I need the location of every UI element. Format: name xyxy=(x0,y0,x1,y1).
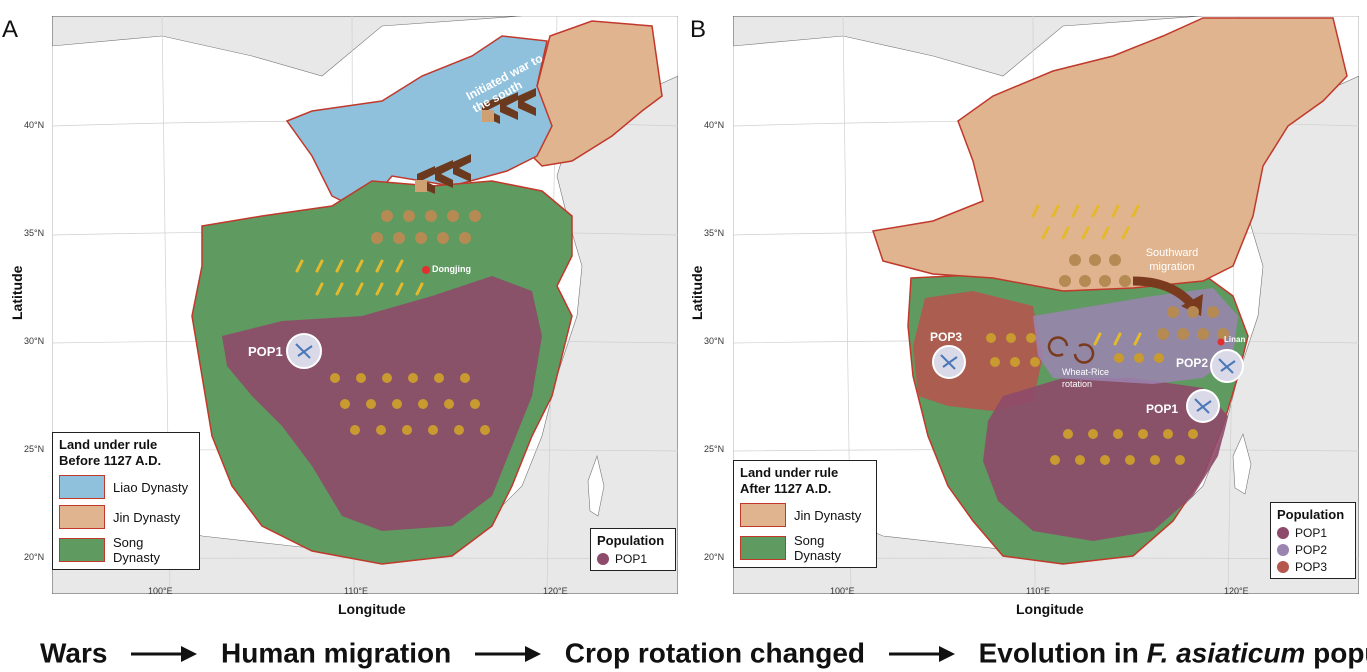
lat-tick: 20°N xyxy=(24,552,45,562)
rice-icons xyxy=(986,333,1198,465)
panel-a-population-legend: Population POP1 xyxy=(590,528,676,571)
farmer-icons xyxy=(371,210,481,244)
population-item-pop1: POP1 xyxy=(597,552,669,566)
lat-tick: 25°N xyxy=(704,444,725,454)
farmer-icons xyxy=(1059,254,1229,340)
panel-a-legend: Land under rule Before 1127 A.D. Liao Dy… xyxy=(52,432,200,570)
wheat-icons xyxy=(1031,204,1142,346)
lat-tick: 40°N xyxy=(24,120,45,130)
lon-tick: 100°E xyxy=(148,586,173,596)
war-arrows xyxy=(415,88,536,194)
population-label: POP1 xyxy=(615,552,648,566)
population-item-pop2: POP2 xyxy=(1277,543,1349,557)
population-label: POP3 xyxy=(1295,560,1328,574)
pop1-label-a: POP1 xyxy=(248,344,283,359)
liao-swatch xyxy=(59,475,105,499)
legend-title: Land under rule xyxy=(740,465,839,480)
pop2-label: POP2 xyxy=(1176,356,1209,370)
pop2-pathogen-icon xyxy=(1210,349,1244,383)
pop1-pathogen-icon xyxy=(1186,389,1220,423)
pop1-label-b: POP1 xyxy=(1146,402,1179,416)
population-title: Population xyxy=(597,533,665,548)
taiwan xyxy=(587,454,605,517)
legend-item-liao: Liao Dynasty xyxy=(59,475,193,499)
legend-item-song: Song Dynasty xyxy=(59,535,193,565)
panel-a-latitude-label: Latitude xyxy=(9,265,25,320)
legend-subtitle: Before 1127 A.D. xyxy=(59,453,162,468)
population-label: POP1 xyxy=(1295,526,1328,540)
panel-b-map xyxy=(733,16,1359,594)
legend-label: Song Dynasty xyxy=(113,535,160,565)
lat-tick: 25°N xyxy=(24,444,45,454)
pop3-pathogen-icon xyxy=(932,345,966,379)
legend-label: Liao Dynasty xyxy=(113,479,189,495)
flow-step-migration: Human migration xyxy=(221,637,452,669)
pop3-dot xyxy=(1277,561,1289,573)
taiwan xyxy=(1232,433,1252,495)
legend-item-jin: Jin Dynasty xyxy=(740,503,870,527)
pop1-pathogen-icon xyxy=(286,333,322,369)
legend-title: Land under rule xyxy=(59,437,158,452)
pop2-dot xyxy=(1277,544,1289,556)
linan-label: Linan xyxy=(1224,335,1246,344)
arrow-icon xyxy=(475,645,542,662)
pop1-dot xyxy=(1277,527,1289,539)
wheat-icons xyxy=(295,259,424,296)
lat-tick: 30°N xyxy=(24,336,45,346)
legend-item-jin: Jin Dynasty xyxy=(59,505,193,529)
lon-tick: 100°E xyxy=(830,586,855,596)
lat-tick: 40°N xyxy=(704,120,725,130)
lon-tick: 120°E xyxy=(1224,586,1249,596)
pop1-dot xyxy=(597,553,609,565)
flow-step-wars: Wars xyxy=(40,637,108,669)
lat-tick: 35°N xyxy=(704,228,725,238)
panel-a-letter: A xyxy=(2,16,19,43)
population-item-pop1: POP1 xyxy=(1277,526,1349,540)
jin-swatch xyxy=(740,503,786,527)
lon-tick: 110°E xyxy=(1026,586,1050,596)
legend-subtitle: After 1127 A.D. xyxy=(740,481,832,496)
rotation-annotation: Wheat-Rice rotation xyxy=(1062,367,1110,389)
flow-step-evolution-suffix: population xyxy=(1313,637,1367,669)
legend-label: Jin Dynasty xyxy=(113,509,181,525)
panel-b-longitude-label: Longitude xyxy=(1016,601,1084,617)
jin-region xyxy=(872,17,1348,292)
dongjing-marker xyxy=(422,266,430,274)
panel-a-map xyxy=(52,16,678,594)
lat-tick: 30°N xyxy=(704,336,725,346)
linan-marker xyxy=(1217,338,1225,346)
panel-a-longitude-label: Longitude xyxy=(338,601,406,617)
legend-item-song: Song Dynasty xyxy=(740,533,870,563)
rice-icons xyxy=(330,373,490,435)
lat-tick: 20°N xyxy=(704,552,725,562)
song-swatch xyxy=(740,536,786,560)
legend-label: Jin Dynasty xyxy=(794,507,862,523)
population-title: Population xyxy=(1277,507,1345,522)
pop2-region xyxy=(1033,288,1238,384)
flow-step-evolution-prefix: Evolution in xyxy=(978,637,1147,669)
panel-b-population-legend: Population POP1 POP2 POP3 xyxy=(1270,502,1356,579)
population-label: POP2 xyxy=(1295,543,1328,557)
jin-swatch xyxy=(59,505,105,529)
panel-b-letter: B xyxy=(690,16,707,43)
arrow-icon xyxy=(888,645,955,662)
pop3-region xyxy=(913,291,1043,411)
flow-step-evolution-species: F. asiaticum xyxy=(1146,637,1306,669)
song-swatch xyxy=(59,538,105,562)
flow-caption: Wars Human migration Crop rotation chang… xyxy=(40,636,1367,670)
rotation-icon xyxy=(1047,336,1095,364)
arrow-icon xyxy=(131,645,198,662)
lat-tick: 35°N xyxy=(24,228,45,238)
population-item-pop3: POP3 xyxy=(1277,560,1349,574)
lon-tick: 110°E xyxy=(344,586,368,596)
flow-step-rotation: Crop rotation changed xyxy=(564,637,866,669)
dongjing-label: Dongjing xyxy=(432,264,471,274)
panel-b-legend: Land under rule After 1127 A.D. Jin Dyna… xyxy=(733,460,877,568)
legend-label: Song Dynasty xyxy=(794,533,841,563)
migration-annotation: Southward migration xyxy=(1145,247,1199,273)
pop3-label: POP3 xyxy=(930,330,963,344)
panel-b-latitude-label: Latitude xyxy=(689,265,705,320)
lon-tick: 120°E xyxy=(543,586,568,596)
